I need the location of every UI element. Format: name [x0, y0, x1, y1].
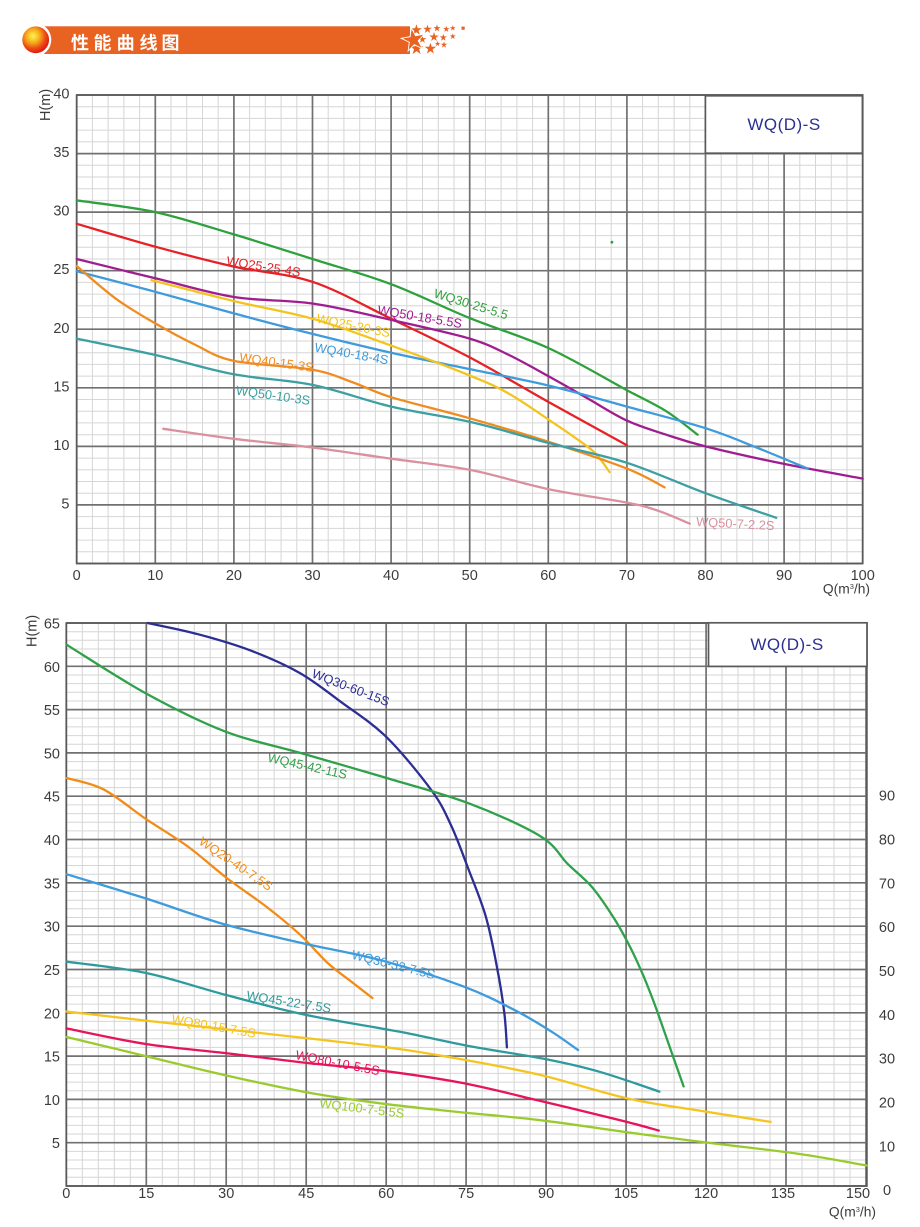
svg-text:35: 35 — [53, 145, 69, 161]
svg-text:25: 25 — [53, 262, 69, 278]
svg-text:105: 105 — [614, 1186, 638, 1202]
svg-text:35: 35 — [44, 876, 60, 892]
svg-text:60: 60 — [879, 920, 895, 936]
svg-text:5: 5 — [61, 496, 69, 512]
svg-text:0: 0 — [883, 1183, 891, 1199]
svg-text:50: 50 — [462, 568, 478, 584]
svg-text:20: 20 — [879, 1096, 895, 1112]
svg-text:WQ(D)-S: WQ(D)-S — [750, 635, 823, 654]
svg-text:75: 75 — [458, 1186, 474, 1202]
svg-text:55: 55 — [44, 703, 60, 719]
svg-text:Q(m3/h): Q(m3/h) — [823, 582, 870, 597]
svg-text:15: 15 — [44, 1050, 60, 1066]
svg-text:100: 100 — [851, 568, 875, 584]
svg-text:H(m): H(m) — [25, 615, 41, 647]
svg-text:25: 25 — [44, 963, 60, 979]
svg-text:30: 30 — [218, 1186, 234, 1202]
svg-text:0: 0 — [73, 568, 81, 584]
svg-text:10: 10 — [44, 1093, 60, 1109]
svg-text:30: 30 — [44, 920, 60, 936]
svg-text:H(m): H(m) — [38, 89, 54, 121]
svg-text:WQ80-15-7.5S: WQ80-15-7.5S — [170, 1011, 257, 1041]
svg-text:60: 60 — [44, 660, 60, 676]
svg-text:90: 90 — [538, 1186, 554, 1202]
svg-text:20: 20 — [53, 321, 69, 337]
svg-text:10: 10 — [147, 568, 163, 584]
svg-text:0: 0 — [62, 1186, 70, 1202]
svg-text:30: 30 — [879, 1052, 895, 1068]
svg-text:15: 15 — [53, 379, 69, 395]
svg-text:45: 45 — [298, 1186, 314, 1202]
svg-text:30: 30 — [53, 204, 69, 220]
svg-text:50: 50 — [879, 964, 895, 980]
svg-text:135: 135 — [771, 1186, 795, 1202]
svg-text:10: 10 — [879, 1139, 895, 1155]
svg-text:90: 90 — [879, 789, 895, 805]
svg-text:120: 120 — [694, 1186, 718, 1202]
svg-text:WQ50-7-2.2S: WQ50-7-2.2S — [696, 514, 775, 533]
svg-text:40: 40 — [879, 1008, 895, 1024]
svg-text:80: 80 — [879, 833, 895, 849]
svg-text:70: 70 — [879, 876, 895, 892]
svg-text:20: 20 — [226, 568, 242, 584]
svg-text:15: 15 — [138, 1186, 154, 1202]
svg-text:150: 150 — [846, 1186, 870, 1202]
svg-text:40: 40 — [44, 833, 60, 849]
svg-text:10: 10 — [53, 438, 69, 454]
svg-text:5: 5 — [52, 1136, 60, 1152]
svg-text:30: 30 — [304, 568, 320, 584]
svg-text:WQ25-25-4S: WQ25-25-4S — [226, 253, 302, 279]
svg-text:50: 50 — [44, 746, 60, 762]
svg-text:90: 90 — [776, 568, 792, 584]
svg-text:WQ(D)-S: WQ(D)-S — [747, 115, 820, 134]
svg-text:70: 70 — [619, 568, 635, 584]
svg-text:60: 60 — [378, 1186, 394, 1202]
svg-text:60: 60 — [540, 568, 556, 584]
svg-text:WQ50-10-3S: WQ50-10-3S — [235, 383, 311, 408]
svg-text:80: 80 — [697, 568, 713, 584]
svg-text:20: 20 — [44, 1006, 60, 1022]
svg-text:Q(m3/h): Q(m3/h) — [829, 1205, 876, 1220]
svg-text:65: 65 — [44, 617, 60, 633]
svg-text:40: 40 — [383, 568, 399, 584]
svg-text:45: 45 — [44, 790, 60, 806]
svg-text:40: 40 — [53, 87, 69, 103]
